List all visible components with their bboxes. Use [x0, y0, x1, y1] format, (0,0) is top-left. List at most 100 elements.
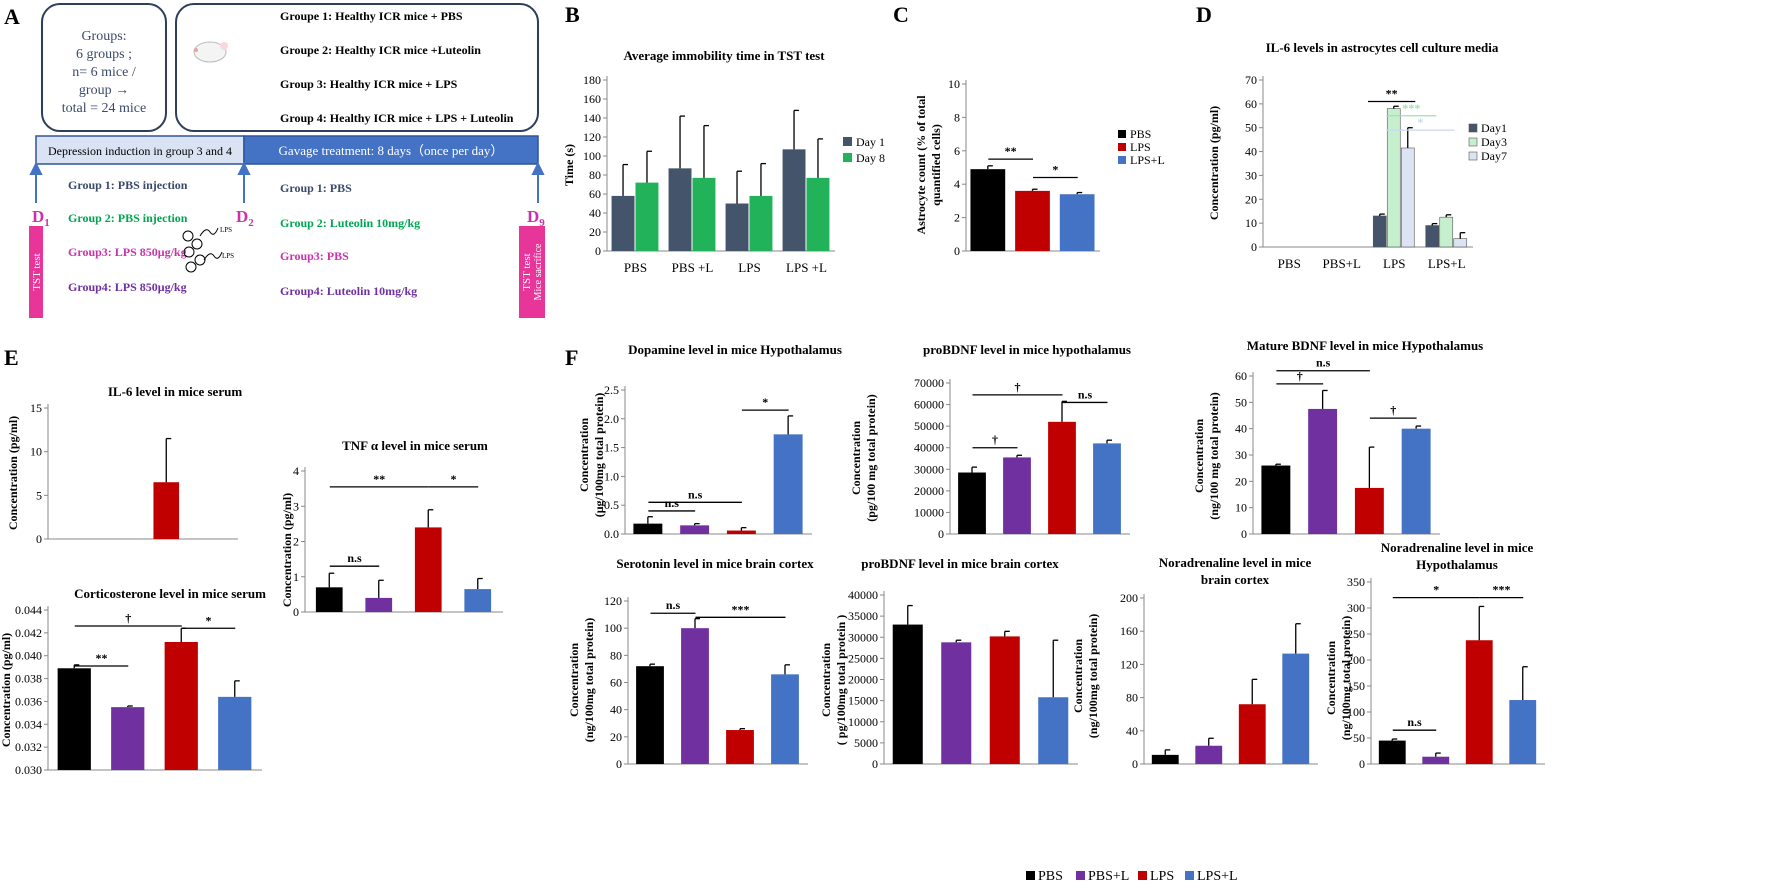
- bar-PBSL: [680, 525, 710, 534]
- groups-box-line-2: 6 groups ;: [76, 47, 132, 62]
- day-1-label: D1: [32, 207, 50, 229]
- y-tick-label: 0.040: [15, 649, 42, 663]
- x-tick-label: PBS+L: [1323, 256, 1361, 271]
- chart-title: Average immobility time in TST test: [623, 48, 825, 63]
- y-axis-label: (ng/100mg total protein): [582, 618, 596, 742]
- lps-molecule-label-2: LPS: [222, 252, 234, 260]
- y-tick-label: 10: [1235, 501, 1247, 515]
- bar-LPSL: [771, 674, 799, 764]
- y-tick-label: 120: [583, 130, 601, 144]
- panel-letter-a: A: [4, 4, 20, 29]
- chart-title: proBDNF level in mice hypothalamus: [923, 342, 1131, 357]
- groups-box-line-3: n= 6 mice /: [72, 65, 136, 80]
- tst-label-left: TST test: [31, 253, 43, 290]
- bar-LPS-Day1: [1372, 215, 1387, 248]
- y-tick-label: 2.5: [604, 383, 619, 397]
- y-tick-label: 100: [583, 149, 601, 163]
- y-tick-label: 160: [583, 92, 601, 106]
- timeline-treatment: [243, 135, 539, 165]
- bar-PBS: [1378, 740, 1406, 764]
- panel-letter-c: C: [893, 2, 909, 27]
- significance-label: n.s: [1407, 715, 1422, 729]
- chart-astrocyte-count: Astrocyte count (% of total quantified ce…: [914, 77, 1165, 258]
- chart-title: proBDNF level in mice brain cortex: [861, 556, 1059, 571]
- significance-label: †: [1297, 369, 1303, 383]
- bar-LPS: [153, 482, 180, 539]
- bar-LPSL: [1509, 700, 1537, 764]
- lps-molecule-label-1: LPS: [220, 226, 232, 234]
- legend-label: LPS: [1130, 140, 1151, 154]
- bar-LPS: [164, 642, 198, 770]
- x-tick-label: PBS +L: [672, 260, 714, 275]
- y-axis-label: Concentration (pg/ml): [1207, 106, 1221, 220]
- bar-LPS-Day8: [749, 195, 773, 251]
- groups-box: [41, 3, 167, 132]
- y-tick-label: 250: [1347, 627, 1365, 641]
- bar-PBS-Day1: [611, 195, 635, 251]
- significance-label: *: [1052, 163, 1058, 177]
- y-axis-label: Concentration: [1071, 639, 1085, 713]
- y-tick-label: 30: [1235, 448, 1247, 462]
- mouse-icon: [193, 41, 228, 63]
- induction-group-1: Group 1: PBS injection: [68, 178, 188, 192]
- bar-LPS: [1354, 487, 1384, 534]
- legend-label: Day 8: [856, 151, 885, 165]
- y-tick-label: 30000: [914, 462, 944, 476]
- bar-LPS: [726, 530, 756, 534]
- bar-LPS: [1048, 421, 1076, 534]
- y-tick-label: 150: [1347, 679, 1365, 693]
- y-tick-label: 5: [36, 488, 42, 502]
- bottom-legend: PBS PBS+L LPS LPS+L: [1026, 869, 1238, 884]
- chart-dopamine-hypothalamus: Dopamine level in mice Hypothalamus Conce…: [577, 342, 842, 541]
- y-tick-label: 4: [954, 177, 960, 191]
- y-tick-label: 35000: [848, 609, 878, 623]
- legend-label-lpsl: LPS+L: [1197, 869, 1238, 884]
- chart-title: Dopamine level in mice Hypothalamus: [628, 342, 842, 357]
- legend-swatch-pbs: [1026, 871, 1035, 880]
- chart-title: Noradrenaline level in mice: [1381, 540, 1534, 555]
- y-axis-label: ( pg/100mg total protein ): [834, 615, 848, 745]
- lps-molecule-icon: [182, 227, 223, 273]
- y-tick-label: 0.5: [604, 498, 619, 512]
- y-tick-label: 0.030: [15, 763, 42, 777]
- significance-label: †: [1015, 380, 1021, 394]
- y-tick-label: 15: [30, 401, 42, 415]
- significance-label: *: [1418, 115, 1424, 129]
- tst-bar-right: [519, 226, 545, 318]
- y-tick-label: 0.034: [15, 717, 42, 731]
- y-tick-label: 0: [293, 605, 299, 619]
- bar-PBSL: [1308, 408, 1338, 534]
- legend-label: Day1: [1481, 121, 1507, 135]
- significance-label: n.s: [1078, 387, 1093, 401]
- y-tick-label: 0: [1241, 527, 1247, 541]
- significance-label: ***: [1493, 583, 1511, 597]
- y-axis-label: Concentration: [1192, 419, 1206, 493]
- y-tick-label: 0: [1359, 757, 1365, 771]
- y-tick-label: 30000: [848, 630, 878, 644]
- y-tick-label: 0: [1132, 757, 1138, 771]
- y-tick-label: 300: [1347, 601, 1365, 615]
- panel-letter-b: B: [565, 2, 580, 27]
- y-tick-label: 40: [589, 206, 601, 220]
- chart-serotonin-cortex: Serotonin level in mice brain cortex Conc…: [567, 556, 814, 771]
- legend-label: Day7: [1481, 149, 1507, 163]
- y-tick-label: 10000: [848, 715, 878, 729]
- y-tick-label: 40000: [914, 441, 944, 455]
- chart-title: Noradrenaline level in mice: [1159, 555, 1312, 570]
- y-tick-label: 8: [954, 110, 960, 124]
- y-tick-label: 0.038: [15, 672, 42, 686]
- y-tick-label: 80: [610, 648, 622, 662]
- legend-label-lps: LPS: [1150, 869, 1174, 884]
- y-axis-label: Concentration (pg/ml): [0, 633, 13, 747]
- y-tick-label: 40: [1126, 724, 1138, 738]
- legend-swatch: [1118, 130, 1126, 138]
- bar-LPSL-Day7: [1453, 238, 1468, 248]
- legend-label-pbs: PBS: [1038, 869, 1063, 884]
- legend-swatch: [1468, 151, 1478, 161]
- treatment-group-2: Group 2: Luteolin 10mg/kg: [280, 216, 420, 230]
- bar-LPS: [1465, 640, 1493, 764]
- chart-probdnf-cortex: proBDNF level in mice brain cortex Concen…: [819, 556, 1078, 771]
- significance-label: *: [206, 613, 212, 627]
- y-tick-label: 5000: [854, 736, 878, 750]
- legend-swatch: [1118, 143, 1126, 151]
